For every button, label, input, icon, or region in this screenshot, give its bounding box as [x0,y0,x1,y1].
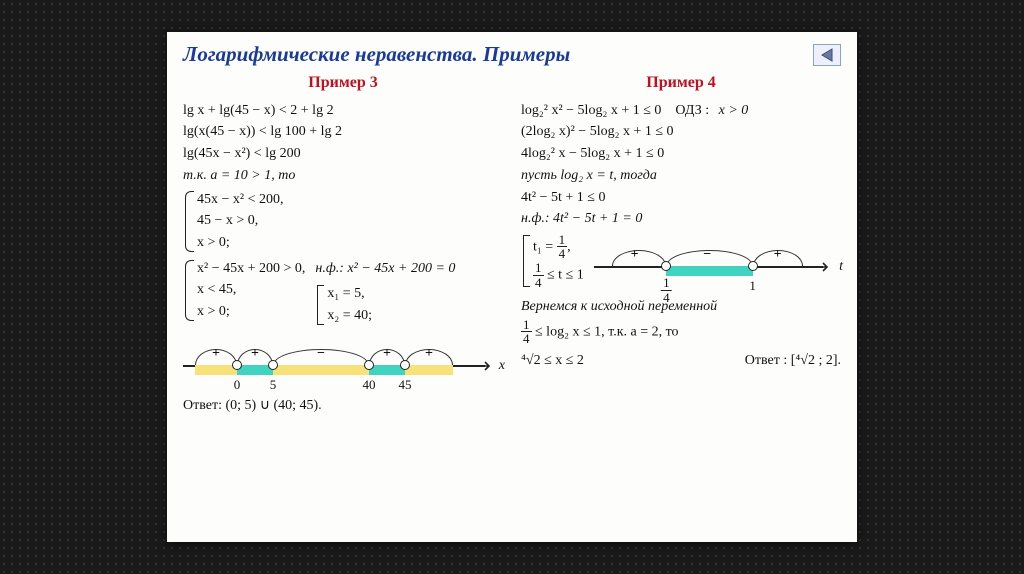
ex3-system-2: x² − 45x + 200 > 0, x < 45, x > 0; [183,258,305,323]
ex4-odz-value: x > 0 [719,103,749,118]
columns: Пример 3 lg x + lg(45 − x) < 2 + lg 2 lg… [183,71,841,416]
ex3-line-2: lg(x(45 − x)) < lg 100 + lg 2 [183,121,503,143]
ex3-sys1c: x > 0; [197,232,503,254]
ex4-nf: н.ф.: 4t² − 5t + 1 = 0 [521,208,841,230]
slide: Логарифмические неравенства. Примеры При… [167,32,857,542]
ex4-odz-label: ОДЗ : [675,103,709,118]
ex4-line-3: 4log₂² x − 5log₂ x + 1 ≤ 0 [521,143,841,165]
ex4-ret-line: 14 ≤ log₂ x ≤ 1, т.к. a = 2, то [521,318,841,346]
ex4-line-2: (2log₂ x)² − 5log₂ x + 1 ≤ 0 [521,121,841,143]
ex4-last-row: ⁴√2 ≤ x ≤ 2 Ответ : [⁴√2 ; 2]. [521,346,841,372]
ex3-sys1b: 45 − x > 0, [197,210,503,232]
ex4-answer-value: [⁴√2 ; 2]. [791,353,841,368]
title-row: Логарифмические неравенства. Примеры [183,42,841,67]
ex3-sys2a: x² − 45x + 200 > 0, [197,258,305,280]
ex3-line-1: lg x + lg(45 − x) < 2 + lg 2 [183,100,503,122]
back-button[interactable] [813,44,841,66]
ex3-root1: x₁ = 5, [327,283,455,305]
ex3-answer-value: (0; 5) ∪ (40; 45). [225,398,321,413]
ex4-final: ⁴√2 ≤ x ≤ 2 [521,350,584,372]
ex4-t-roots: t₁ = 14, 14 ≤ t ≤ 1 [521,233,584,290]
ex4-first-row: log₂² x² − 5log₂ x + 1 ≤ 0 ОДЗ : x > 0 [521,100,841,122]
ex4-t2: 14 ≤ t ≤ 1 [533,261,584,289]
ex3-sys2c: x > 0; [197,301,305,323]
ex3-number-line: ++−++054045x [183,335,503,391]
ex4-q1: 4t² − 5t + 1 ≤ 0 [521,187,841,209]
ex4-t1-lhs: t₁ = [533,239,557,254]
example-3-heading: Пример 3 [183,71,503,96]
ex4-number-line: +−+141t [594,236,841,292]
example-4-heading: Пример 4 [521,71,841,96]
ex4-answer-label: Ответ : [745,353,787,368]
ex3-line-3: lg(45x − x²) < lg 200 [183,143,503,165]
example-4: Пример 4 log₂² x² − 5log₂ x + 1 ≤ 0 ОДЗ … [521,71,841,416]
example-3: Пример 3 lg x + lg(45 − x) < 2 + lg 2 lg… [183,71,503,416]
ex3-nf: н.ф.: x² − 45x + 200 = 0 [315,258,455,280]
ex3-answer-label: Ответ: [183,398,222,413]
ex3-nf-roots: н.ф.: x² − 45x + 200 = 0 x₁ = 5, x₂ = 40… [315,256,455,329]
ex3-row-sys2: x² − 45x + 200 > 0, x < 45, x > 0; н.ф.:… [183,256,503,329]
ex4-line-1: log₂² x² − 5log₂ x + 1 ≤ 0 [521,100,661,122]
ex3-system-1: 45x − x² < 200, 45 − x > 0, x > 0; [183,189,503,254]
ex4-odz: ОДЗ : x > 0 [675,100,748,122]
ex4-return: Вернемся к исходной переменной [521,296,841,318]
ex4-answer: Ответ : [⁴√2 ; 2]. [745,350,841,372]
ex3-since: т.к. a = 10 > 1, то [183,165,503,187]
ex3-roots: x₁ = 5, x₂ = 40; [315,283,455,326]
ex4-roots-row: t₁ = 14, 14 ≤ t ≤ 1 +−+141t [521,230,841,292]
ex4-sub: пусть log₂ x = t, тогда [521,165,841,187]
ex3-root2: x₂ = 40; [327,305,455,327]
ex3-sys2b: x < 45, [197,279,305,301]
ex3-sys1a: 45x − x² < 200, [197,189,503,211]
back-triangle-icon [819,48,835,62]
ex3-answer: Ответ: (0; 5) ∪ (40; 45). [183,395,503,417]
ex4-t1: t₁ = 14, [533,233,584,261]
slide-title: Логарифмические неравенства. Примеры [183,42,813,67]
